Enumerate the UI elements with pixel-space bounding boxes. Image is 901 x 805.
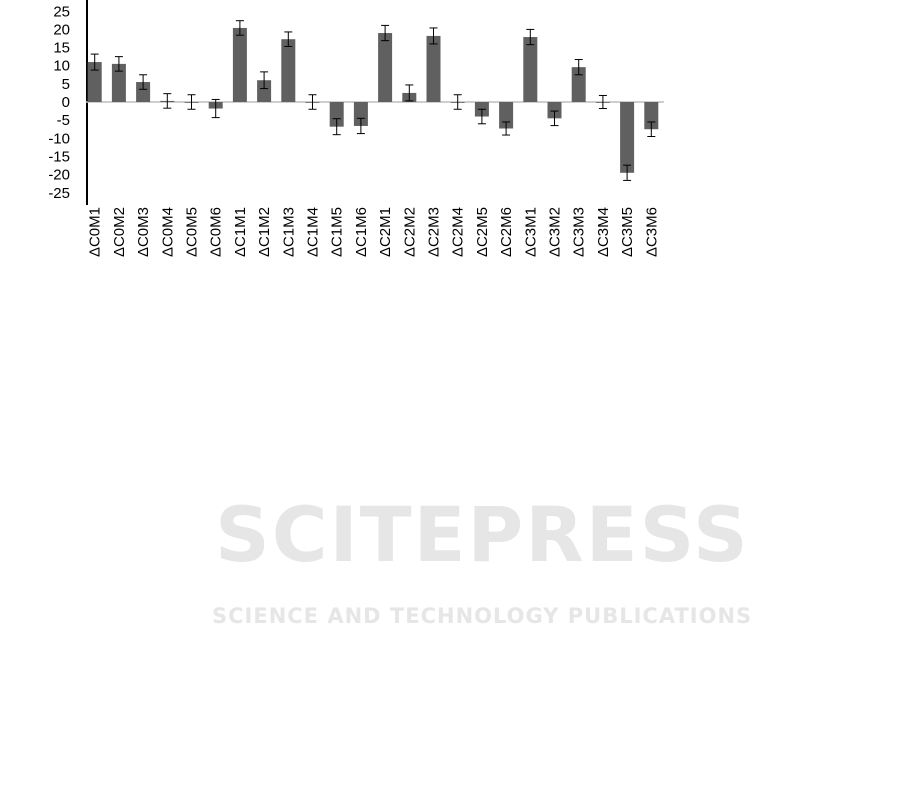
x-tick-label: ΔC0M4 <box>159 207 176 257</box>
y-tick-label: -15 <box>48 148 70 165</box>
x-tick-label: ΔC1M4 <box>305 207 322 257</box>
bar <box>257 80 272 102</box>
bar <box>378 33 393 102</box>
x-tick-label: ΔC0M6 <box>208 207 225 257</box>
x-tick-label: ΔC3M5 <box>619 207 636 257</box>
x-tick-label: ΔC1M2 <box>256 207 273 257</box>
y-tick-label: 25 <box>53 3 70 20</box>
x-tick-label: ΔC2M6 <box>498 207 515 257</box>
bar <box>353 102 368 126</box>
watermark-logo: SCITEPRESS <box>215 490 750 579</box>
x-tick-label: ΔC3M1 <box>522 207 539 257</box>
x-tick-label: ΔC2M2 <box>401 207 418 257</box>
x-tick-label: ΔC0M1 <box>87 207 104 257</box>
x-tick-label: ΔC3M6 <box>643 207 660 257</box>
bar <box>329 102 344 127</box>
x-tick-label: ΔC2M3 <box>426 207 443 257</box>
bar <box>87 62 102 102</box>
y-tick-label: 0 <box>62 94 70 111</box>
bar <box>281 39 296 102</box>
x-tick-label: ΔC2M4 <box>450 207 467 257</box>
y-tick-label: 5 <box>62 76 70 93</box>
x-tick-label: ΔC0M2 <box>111 207 128 257</box>
x-tick-label: ΔC0M3 <box>135 207 152 257</box>
y-tick-label: -20 <box>48 167 70 184</box>
y-tick-label: -10 <box>48 130 70 147</box>
x-tick-label: ΔC1M1 <box>232 207 249 257</box>
watermark-subtitle: SCIENCE AND TECHNOLOGY PUBLICATIONS <box>212 604 753 628</box>
bar <box>523 37 538 103</box>
x-tick-label: ΔC1M6 <box>353 207 370 257</box>
y-tick-label: -5 <box>57 112 70 129</box>
bar <box>426 35 441 102</box>
x-tick-label: ΔC1M5 <box>329 207 346 257</box>
x-tick-label: ΔC0M5 <box>184 207 201 257</box>
x-tick-label: ΔC3M3 <box>571 207 588 257</box>
y-tick-label: 10 <box>53 58 70 75</box>
bar <box>232 27 247 103</box>
bar <box>620 102 635 173</box>
x-tick-label: ΔC2M5 <box>474 207 491 257</box>
x-tick-label: ΔC1M3 <box>280 207 297 257</box>
y-tick-label: 15 <box>53 40 70 57</box>
y-tick-label: 20 <box>53 21 70 38</box>
y-tick-label: -25 <box>48 185 70 202</box>
x-tick-label: ΔC2M1 <box>377 207 394 257</box>
bar <box>111 63 126 102</box>
bar <box>547 102 562 119</box>
x-tick-label: ΔC3M4 <box>595 207 612 257</box>
x-tick-label: ΔC3M2 <box>547 207 564 257</box>
bar <box>136 82 151 102</box>
bar <box>571 67 586 102</box>
